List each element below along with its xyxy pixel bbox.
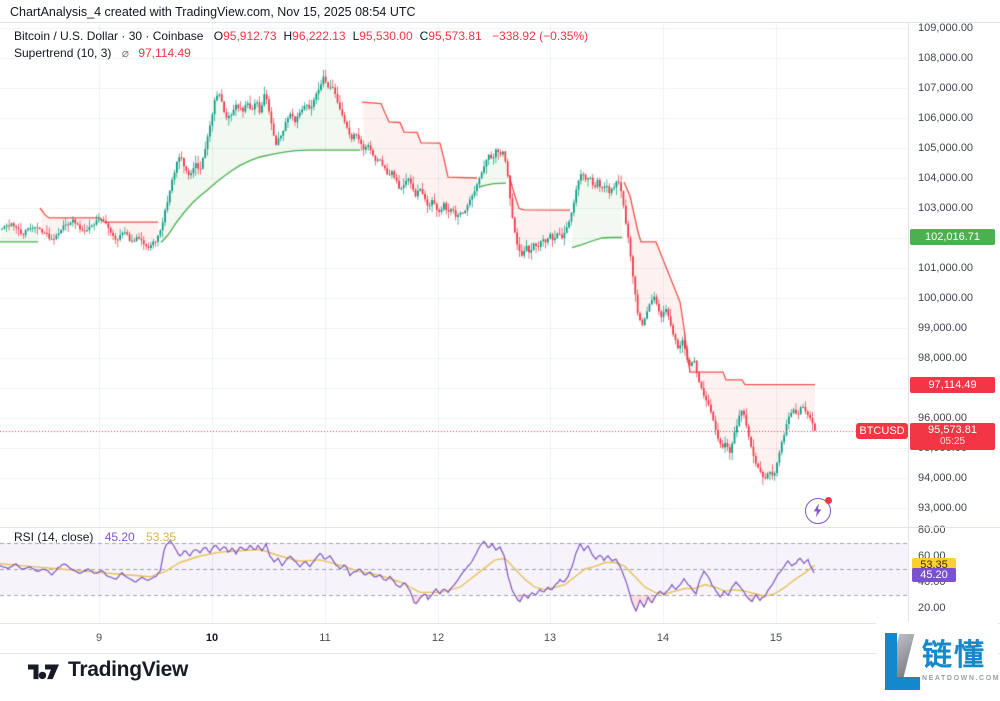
supertrend-up-price-tag: 102,016.71	[910, 229, 995, 246]
tradingview-logo-icon	[28, 663, 59, 679]
price-axis-label: 108,000.00	[918, 52, 974, 64]
ohlc-letter: L	[352, 29, 360, 43]
time-axis-label: 9	[95, 632, 103, 644]
time-axis-label: 11	[319, 632, 331, 644]
last-price-value: 95,573.81	[928, 424, 977, 437]
price-axis-label: 106,000.00	[918, 112, 974, 124]
neatdown-logo-icon	[876, 626, 922, 696]
time-axis-label: 12	[431, 632, 445, 644]
price-change: −338.92 (−0.35%)	[492, 29, 589, 43]
price-axis-label: 94,000.00	[918, 472, 967, 484]
rsi-axis-label: 20.00	[918, 602, 946, 614]
rsi-ma-tag: 53.35	[912, 557, 956, 572]
instant-trading-button[interactable]	[805, 497, 832, 524]
footer-divider	[0, 653, 1000, 654]
lightning-icon	[813, 503, 822, 518]
time-axis-divider	[0, 623, 1000, 624]
rsi-legend: RSI (14, close) 45.20 53.35	[14, 530, 176, 544]
symbol-title[interactable]: Bitcoin / U.S. Dollar · 30 · Coinbase	[14, 29, 204, 43]
ohlc-letter: C	[419, 29, 429, 43]
average-icon: ⌀	[121, 46, 129, 60]
ohlc-value: 96,222.13	[292, 29, 346, 43]
rsi-title[interactable]: RSI (14, close)	[14, 530, 94, 544]
price-axis-label: 103,000.00	[918, 202, 974, 214]
bar-countdown: 05:25	[939, 436, 966, 448]
tradingview-logo[interactable]: TradingView	[28, 658, 188, 682]
ohlc-letter: H	[283, 29, 293, 43]
price-axis-label: 96,000.00	[918, 412, 967, 424]
indicator-title[interactable]: Supertrend (10, 3)	[14, 46, 112, 60]
time-axis[interactable]: 9 10 11 12 13 14 15	[0, 623, 1000, 653]
rsi-value: 45.20	[104, 530, 135, 544]
rsi-value-tag: 45.20	[912, 568, 956, 583]
rsi-axis-label: 80.00	[918, 524, 946, 536]
rsi-ma-tag-value: 53.35	[920, 558, 948, 571]
price-axis-label: 99,000.00	[918, 322, 967, 334]
price-axis-label: 104,000.00	[918, 172, 974, 184]
tradingview-logo-text: TradingView	[68, 658, 189, 681]
ohlc-value: 95,530.00	[359, 29, 413, 43]
ohlc-value: 95,912.73	[223, 29, 277, 43]
time-axis-label: 14	[656, 632, 670, 644]
price-axis-label: 105,000.00	[918, 142, 974, 154]
ohlc-letter: O	[213, 29, 224, 43]
symbol-ticker: BTCUSD	[859, 424, 905, 437]
time-axis-label: 10	[205, 632, 219, 644]
ohlc-value: 95,573.81	[428, 29, 482, 43]
price-axis-label: 109,000.00	[918, 22, 974, 34]
last-price-tag: 95,573.81 05:25	[910, 422, 995, 450]
indicator-legend: Supertrend (10, 3) ⌀ 97,114.49	[14, 46, 191, 60]
neatdown-watermark: 链懂 NEATDOWN.COM	[876, 622, 1000, 700]
header-divider	[0, 22, 1000, 23]
price-axis-label: 107,000.00	[918, 82, 974, 94]
supertrend-down-price-tag: 97,114.49	[910, 376, 995, 393]
indicator-value: 97,114.49	[138, 46, 191, 60]
price-axis-divider	[908, 22, 909, 653]
neatdown-site: NEATDOWN.COM	[922, 674, 1000, 682]
supertrend-up-value: 102,016.71	[924, 231, 981, 244]
price-axis-label: 98,000.00	[918, 352, 967, 364]
neatdown-cn-name: 链懂	[922, 638, 986, 672]
time-axis-label: 13	[543, 632, 557, 644]
symbol-price-line-tag: BTCUSD	[856, 422, 908, 439]
rsi-tag-value: 45.20	[920, 569, 948, 582]
symbol-legend: Bitcoin / U.S. Dollar · 30 · Coinbase O9…	[14, 29, 588, 43]
chart-title-text: ChartAnalysis_4 created with TradingView…	[10, 5, 416, 19]
time-axis-label: 15	[769, 632, 783, 644]
notification-dot	[825, 497, 832, 504]
rsi-ma-value: 53.35	[146, 530, 177, 544]
ohlc-values: O95,912.73 H96,222.13 L95,530.00 C95,573.81	[207, 29, 482, 43]
pane-divider[interactable]	[0, 527, 1000, 528]
chart-title: ChartAnalysis_4 created with TradingView…	[10, 5, 416, 19]
price-axis-label: 100,000.00	[918, 292, 974, 304]
price-axis-label: 101,000.00	[918, 262, 974, 274]
supertrend-down-value: 97,114.49	[928, 378, 977, 391]
price-axis-label: 93,000.00	[918, 502, 967, 514]
